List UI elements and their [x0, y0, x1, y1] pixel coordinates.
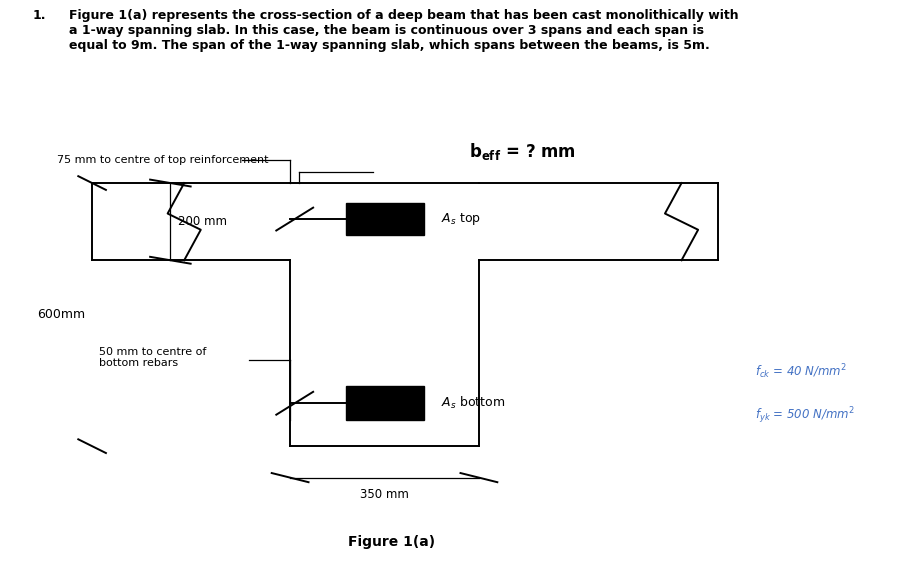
Text: 600mm: 600mm: [37, 308, 85, 321]
Bar: [345, 203, 424, 235]
Text: $f_{yk}$ = 500 N/mm$^2$: $f_{yk}$ = 500 N/mm$^2$: [755, 406, 855, 426]
Text: 50 mm to centre of
bottom rebars: 50 mm to centre of bottom rebars: [99, 347, 207, 368]
Text: 200 mm: 200 mm: [178, 215, 227, 228]
Text: $A_s$ top: $A_s$ top: [441, 211, 481, 227]
Text: $\mathbf{b_{eff}}$ = ? mm: $\mathbf{b_{eff}}$ = ? mm: [469, 141, 577, 162]
Text: $f_{ck}$ = 40 N/mm$^2$: $f_{ck}$ = 40 N/mm$^2$: [755, 363, 847, 381]
Text: 350 mm: 350 mm: [360, 488, 409, 501]
Text: $A_s$ bottom: $A_s$ bottom: [441, 395, 505, 411]
Bar: [345, 386, 424, 420]
Text: 1.: 1.: [32, 9, 46, 22]
Text: Figure 1(a): Figure 1(a): [348, 535, 435, 549]
Text: 75 mm to centre of top reinforcement: 75 mm to centre of top reinforcement: [57, 155, 269, 165]
Text: Figure 1(a) represents the cross-section of a deep beam that has been cast monol: Figure 1(a) represents the cross-section…: [69, 9, 739, 51]
